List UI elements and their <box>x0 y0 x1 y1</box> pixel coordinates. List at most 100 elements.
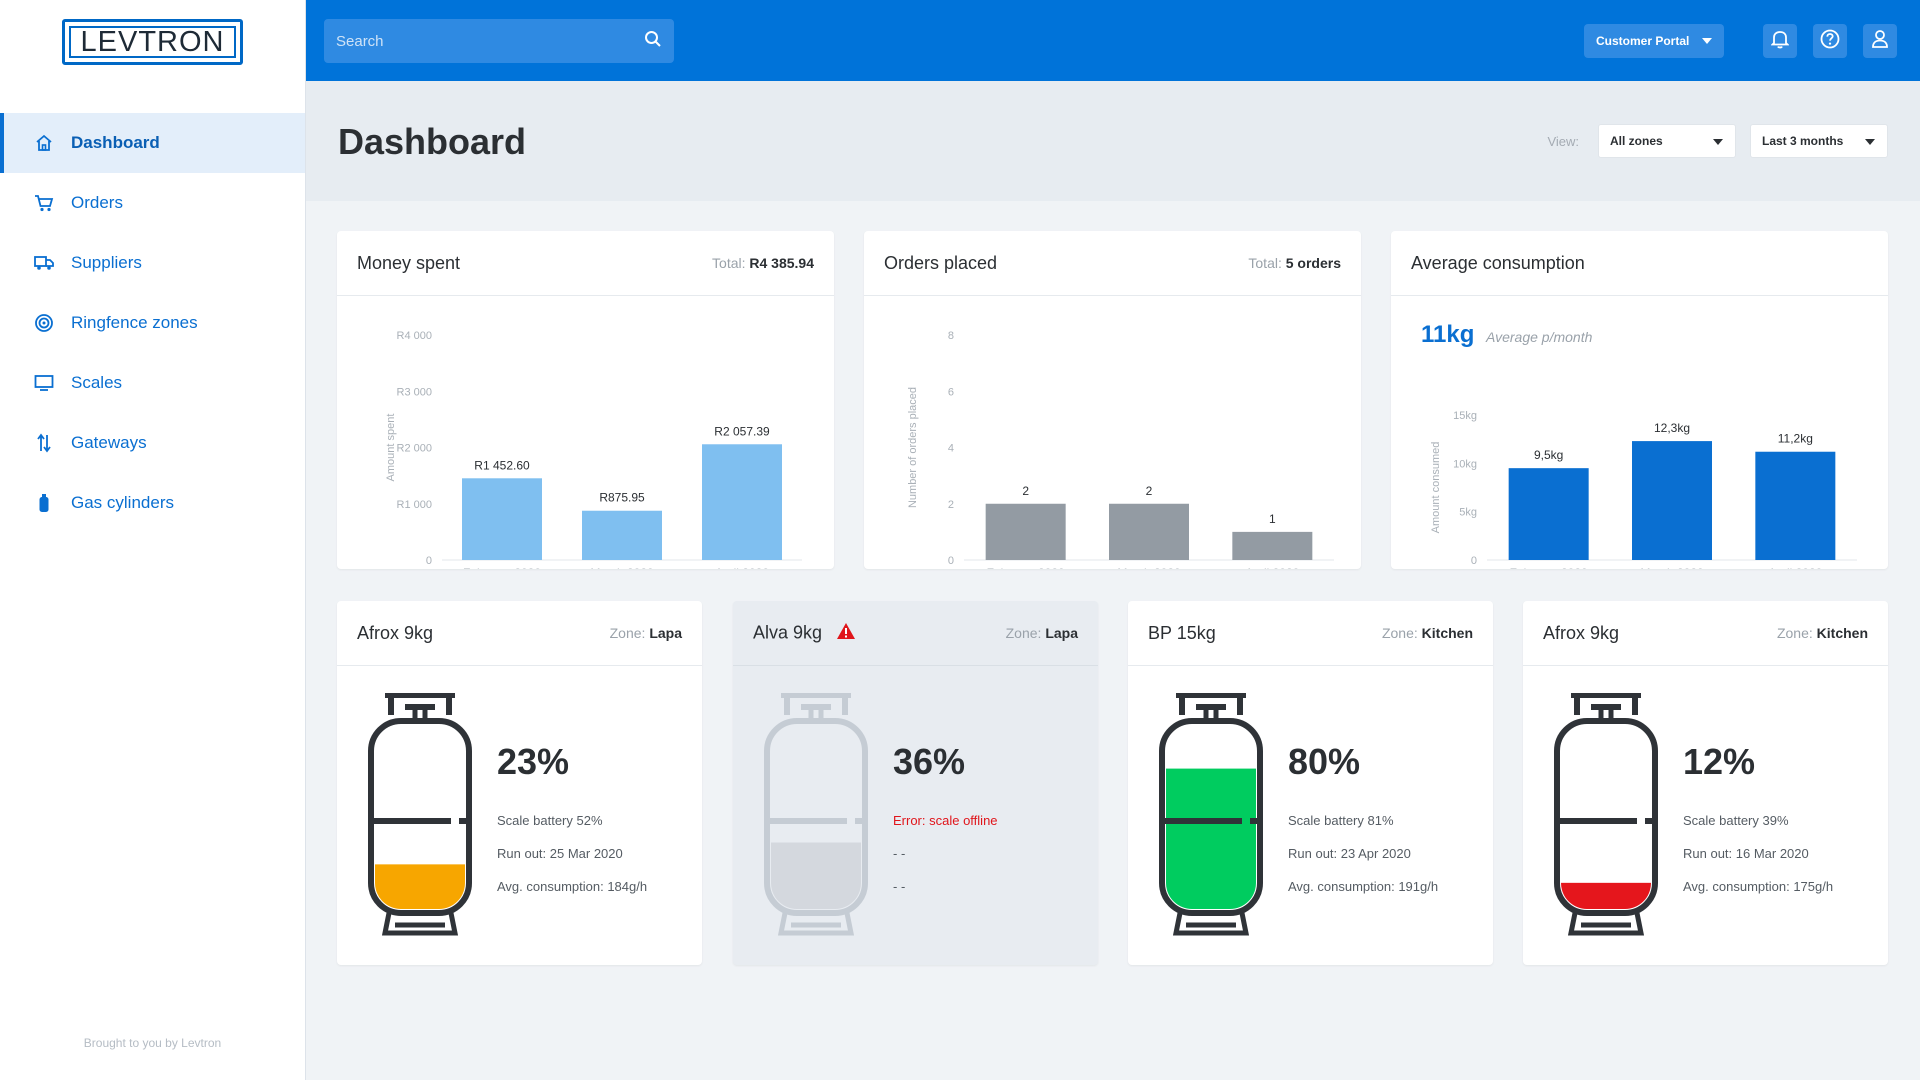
y-axis-label: Number of orders placed <box>907 387 919 508</box>
cylinder-body <box>1554 718 1658 916</box>
cylinder-body <box>764 718 868 916</box>
zone-label: Zone: <box>1005 625 1042 641</box>
cylinder-foot <box>777 912 855 936</box>
chevron-down-icon <box>1865 139 1875 145</box>
y-tick-label: 0 <box>426 555 432 567</box>
x-tick-label: February 2020 <box>1510 566 1588 569</box>
card-header: Average consumption <box>1391 231 1888 296</box>
fill-percent: 23% <box>497 741 570 782</box>
range-select[interactable]: Last 3 months <box>1750 124 1888 158</box>
warning-icon <box>836 622 856 645</box>
monitor-icon <box>34 373 54 393</box>
bar <box>582 510 662 560</box>
cylinder-handle <box>1176 693 1246 715</box>
avg-consumption: Avg. consumption: 175g/h <box>1683 879 1834 894</box>
cylinder-name: Alva 9kg <box>753 621 823 642</box>
sidebar-item-suppliers[interactable]: Suppliers <box>0 233 305 293</box>
bar <box>1755 451 1836 560</box>
cylinder-card[interactable]: BP 15kg Zone: Kitchen 80% Scale battery … <box>1128 601 1493 965</box>
cylinder-valve-stem <box>1203 707 1219 719</box>
sidebar: LEVTRON Dashboard Orders Suppliers Rin <box>0 0 306 1080</box>
cart-icon <box>34 193 54 213</box>
user-button[interactable] <box>1863 24 1897 58</box>
y-tick-label: R3 000 <box>397 386 432 398</box>
transfer-icon <box>34 433 54 453</box>
bar <box>1232 531 1313 560</box>
view-label: View: <box>1547 134 1579 149</box>
bar-value-label: 1 <box>1269 512 1276 526</box>
sidebar-item-gas-cylinders[interactable]: Gas cylinders <box>0 473 305 533</box>
zone-value: Lapa <box>1045 625 1078 641</box>
sidebar-item-label: Scales <box>71 373 123 392</box>
y-tick-label: 5kg <box>1459 507 1477 519</box>
logo[interactable]: LEVTRON <box>62 19 243 65</box>
x-tick-label: March 2020 <box>590 566 654 569</box>
topbar: Search Customer Portal <box>306 0 1920 81</box>
sidebar-credit: Brought to you by Levtron <box>83 1036 222 1050</box>
zone-value: Kitchen <box>1816 625 1868 641</box>
sidebar-item-scales[interactable]: Scales <box>0 353 305 413</box>
x-tick-label: April 2020 <box>715 566 769 569</box>
orders-placed-chart: Number of orders placed 0 2 4 6 8 2 February 20… <box>907 330 1334 569</box>
sidebar-item-label: Dashboard <box>71 133 160 152</box>
cylinder-card[interactable]: Afrox 9kg Zone: Lapa 23% Scale battery 5… <box>337 601 702 965</box>
zone-value: Lapa <box>649 625 682 641</box>
zone-label: Zone: <box>1776 625 1813 641</box>
x-tick-label: March 2020 <box>1117 566 1181 569</box>
sidebar-item-label: Gas cylinders <box>71 493 174 512</box>
sidebar-item-ringfence-zones[interactable]: Ringfence zones <box>0 293 305 353</box>
cylinder-zone: Zone: Kitchen <box>1777 625 1868 641</box>
sidebar-item-gateways[interactable]: Gateways <box>0 413 305 473</box>
card-header: Alva 9kg Zone: Lapa <box>733 601 1098 666</box>
cylinder-name: Afrox 9kg <box>357 622 434 643</box>
card-header: Money spent Total: R4 385.94 <box>337 231 834 296</box>
zone-select[interactable]: All zones <box>1598 124 1736 158</box>
gas-cylinder-gauge <box>1554 693 1658 936</box>
cylinder-fill-level <box>771 842 861 909</box>
average-consumption-card: Average consumption 11kg Average p/month… <box>1391 231 1888 569</box>
truck-icon <box>34 253 54 273</box>
y-tick-label: R1 000 <box>397 499 432 511</box>
search-input[interactable]: Search <box>324 19 674 63</box>
run-out-date: Run out: 25 Mar 2020 <box>497 846 623 861</box>
cylinder-body <box>1159 718 1263 916</box>
cylinder-card[interactable]: Alva 9kg Zone: Lapa 36% Error: scale off… <box>733 601 1098 965</box>
help-button[interactable] <box>1813 24 1847 58</box>
user-icon <box>1871 29 1889 54</box>
run-out-date: - - <box>893 846 906 861</box>
cylinder-card[interactable]: Afrox 9kg Zone: Kitchen 12% Scale batter… <box>1523 601 1888 965</box>
zone-label: Zone: <box>609 625 646 641</box>
bar-value-label: R2 057.39 <box>714 424 770 438</box>
cylinder-zone: Zone: Lapa <box>610 625 682 641</box>
sidebar-item-dashboard[interactable]: Dashboard <box>0 113 305 173</box>
average-note: Average p/month <box>1486 329 1593 345</box>
orders-placed-card: Orders placed Total: 5 orders Number of … <box>864 231 1361 569</box>
avg-consumption: Avg. consumption: 191g/h <box>1288 879 1439 894</box>
bar-value-label: 2 <box>1022 484 1029 498</box>
error-status: Error: scale offline <box>893 813 998 828</box>
x-tick-label: April 2020 <box>1245 566 1299 569</box>
search-icon[interactable] <box>644 30 662 53</box>
cylinder-name-wrap: Alva 9kg <box>753 622 856 645</box>
y-tick-label: 2 <box>948 499 954 511</box>
cylinder-handle <box>385 693 455 715</box>
zone-select-value: All zones <box>1610 134 1663 148</box>
chevron-down-icon <box>1713 139 1723 145</box>
y-tick-label: 0 <box>948 555 954 567</box>
cylinder-valve-stem <box>1598 707 1614 719</box>
customer-portal-dropdown[interactable]: Customer Portal <box>1584 24 1724 58</box>
cylinder-icon <box>34 493 54 513</box>
notifications-button[interactable] <box>1763 24 1797 58</box>
search-placeholder: Search <box>336 32 384 50</box>
sidebar-item-label: Suppliers <box>71 253 142 272</box>
card-header: BP 15kg Zone: Kitchen <box>1128 601 1493 666</box>
sidebar-item-orders[interactable]: Orders <box>0 173 305 233</box>
cylinder-foot <box>1172 912 1250 936</box>
card-total: Total: 5 orders <box>1248 255 1341 271</box>
cylinder-zone: Zone: Lapa <box>1006 625 1078 641</box>
fill-percent: 80% <box>1288 741 1361 782</box>
y-tick-label: 6 <box>948 386 954 398</box>
bar-value-label: 2 <box>1146 484 1153 498</box>
run-out-date: Run out: 16 Mar 2020 <box>1683 846 1809 861</box>
battery-status: Scale battery 52% <box>497 813 603 828</box>
